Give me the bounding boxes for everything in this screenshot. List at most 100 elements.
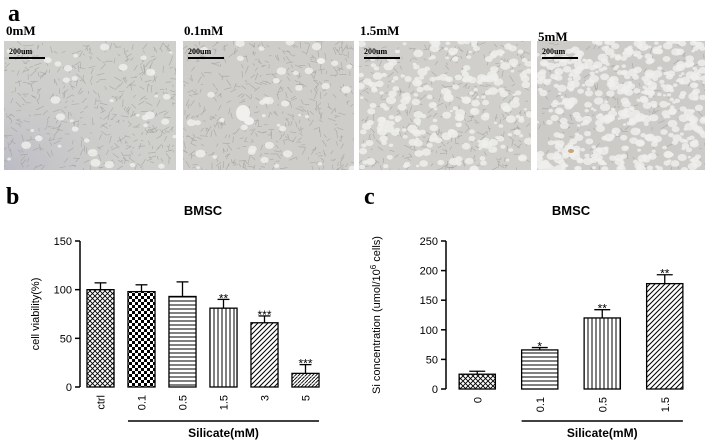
cell-gap	[633, 41, 643, 48]
cell-gap	[558, 59, 568, 67]
cell-gap	[276, 123, 281, 127]
cell-gap	[660, 83, 666, 88]
cell-mark	[420, 94, 427, 100]
cell-gap	[236, 55, 244, 62]
cell-mark	[158, 110, 167, 114]
cell-mark	[31, 50, 34, 55]
cell-mark	[409, 145, 413, 148]
cell-gap	[506, 43, 511, 46]
cell-mark	[99, 102, 108, 106]
cell-gap	[415, 80, 421, 85]
cell-mark	[216, 116, 222, 122]
x-tick-label: 1.5	[660, 397, 672, 412]
cell-mark	[79, 117, 83, 119]
cell-mark	[206, 169, 208, 170]
cell-mark	[159, 129, 166, 135]
panel-c-letter: c	[364, 184, 375, 210]
cell-gap	[666, 93, 672, 97]
cell-mark	[427, 107, 434, 114]
cell-mark	[525, 100, 529, 102]
cell-mark	[509, 75, 515, 83]
cell-gap	[62, 77, 70, 83]
cell-gap	[560, 95, 564, 99]
cell-mark	[138, 153, 141, 156]
cell-mark	[188, 49, 195, 55]
cell-gap	[500, 144, 506, 149]
cell-mark	[22, 60, 26, 63]
cell-mark	[309, 119, 314, 127]
cell-gap	[557, 84, 567, 92]
cell-mark	[36, 98, 40, 105]
cell-mark	[316, 161, 319, 165]
cell-mark	[442, 149, 448, 152]
cell-gap	[634, 115, 643, 122]
cell-mark	[215, 161, 222, 167]
cell-gap	[675, 63, 686, 72]
cell-mark	[324, 52, 327, 60]
cell-mark	[446, 141, 450, 145]
cell-mark	[140, 110, 149, 113]
bar	[209, 307, 238, 388]
cell-mark	[192, 133, 196, 138]
cell-mark	[134, 164, 137, 170]
cell-mark	[18, 80, 21, 87]
cell-gap	[129, 162, 136, 168]
cell-gap	[618, 166, 623, 170]
cell-mark	[198, 102, 201, 106]
cell-mark	[157, 144, 162, 150]
cell-mark	[482, 130, 488, 135]
cell-mark	[508, 99, 511, 104]
cell-mark	[160, 47, 163, 52]
cell-gap	[678, 114, 689, 122]
cell-mark	[295, 45, 298, 48]
cell-gap	[476, 95, 480, 99]
cell-gap	[428, 57, 432, 60]
cell-mark	[404, 144, 412, 149]
cell-mark	[212, 95, 217, 102]
cell-mark	[482, 109, 484, 113]
cell-mark	[81, 97, 87, 103]
cell-mark	[147, 83, 151, 87]
cell-mark	[149, 161, 155, 164]
cell-gap	[500, 50, 505, 55]
cell-mark	[113, 58, 116, 64]
cell-mark	[122, 76, 127, 80]
cell-gap	[639, 54, 644, 58]
cell-gap	[466, 55, 472, 59]
cell-mark	[217, 165, 220, 170]
cell-gap	[394, 49, 400, 54]
micrograph-label-1: 0.1mM	[184, 23, 224, 38]
cell-gap	[432, 118, 438, 123]
cell-mark	[543, 120, 545, 126]
cell-mark	[46, 115, 50, 121]
cell-gap	[553, 140, 559, 145]
cell-mark	[465, 81, 469, 89]
cell-mark	[318, 167, 320, 170]
cell-mark	[49, 93, 54, 100]
cell-mark	[359, 159, 363, 164]
cell-gap	[402, 134, 408, 139]
cell-mark	[172, 150, 175, 153]
x-tick-label: 0.1	[137, 395, 149, 410]
cell-mark	[503, 131, 505, 138]
cell-mark	[301, 147, 307, 155]
cell-mark	[90, 68, 94, 75]
cell-mark	[474, 121, 478, 124]
cell-mark	[332, 164, 334, 170]
cell-gap	[647, 81, 658, 89]
cell-gap	[698, 66, 705, 74]
cell-mark	[53, 50, 58, 54]
cell-mark	[183, 45, 188, 49]
cell-mark	[286, 76, 291, 82]
cell-mark	[75, 158, 80, 163]
cell-gap	[457, 41, 466, 45]
x-tick-label: 0.1	[535, 397, 547, 412]
cell-mark	[4, 63, 10, 69]
cell-mark	[205, 128, 209, 136]
cell-gap	[651, 103, 658, 109]
cell-gap	[508, 45, 517, 52]
cell-gap	[419, 160, 429, 167]
cell-mark	[441, 84, 447, 89]
cell-mark	[276, 93, 280, 100]
cell-gap	[488, 138, 498, 147]
